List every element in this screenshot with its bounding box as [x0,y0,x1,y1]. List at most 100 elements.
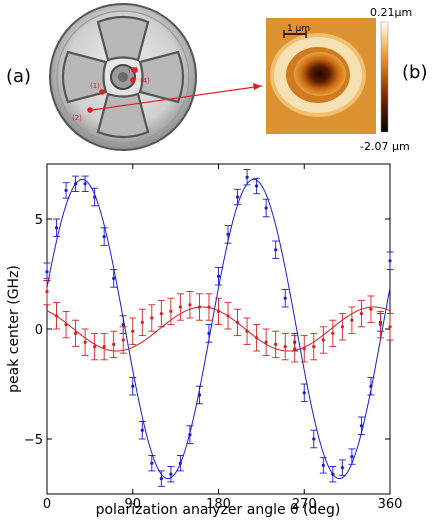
data-marker [350,455,354,459]
data-marker [159,477,163,481]
data-marker [83,182,87,186]
panel-a-label: (a) [6,66,31,87]
data-point [186,291,194,319]
data-marker [302,347,306,351]
afm-colorbar [380,21,389,133]
afm-colorbar-max: 0.21µm [370,6,412,19]
data-point [205,293,213,321]
data-point [386,251,394,271]
data-point [91,332,99,361]
data-point [195,385,203,405]
pointer-arrow [91,85,263,111]
data-marker [131,329,135,333]
x-tick-label: 0 [43,497,51,512]
data-marker [93,345,97,349]
data-point [91,187,99,207]
data-point [129,376,137,396]
data-point [338,459,346,476]
data-point [243,317,251,345]
data-point [100,227,108,246]
data-marker [197,393,202,397]
data-marker [359,312,364,316]
data-marker [140,320,144,324]
data-marker [112,276,116,280]
afm-colorbar-min: -2.07 µm [360,140,410,153]
data-marker [359,424,364,428]
y-tick-label: 0 [35,323,43,338]
data-point [253,177,261,195]
data-marker [73,182,78,186]
data-point [215,297,222,326]
data-marker [150,316,154,320]
data-marker [302,391,306,395]
data-marker [388,259,392,263]
marker-label-3: (3) [128,66,138,74]
data-marker [331,472,335,476]
data-point [81,175,89,192]
data-point [300,383,308,403]
plot-frame [46,163,391,495]
data-point [224,302,232,330]
data-marker [235,195,240,199]
data-marker [264,206,268,210]
data-marker [178,305,182,309]
data-point [195,293,203,321]
data-point [148,304,156,332]
data-point [176,293,184,321]
data-point [43,277,51,306]
x-axis: 0 90 180 270 360 [43,164,402,512]
data-point [119,326,127,354]
data-marker [321,338,325,342]
data-marker [197,305,202,309]
data-marker [45,290,49,294]
pointer-arrowhead [253,83,262,90]
data-point [72,175,80,192]
data-point [148,455,156,472]
plot: 0 90 180 270 360 −5 0 5 polarization analyzer … [6,163,402,518]
data-point [262,198,270,218]
data-point [62,182,70,199]
data-marker [388,325,392,329]
marker-dot-1 [99,89,105,95]
data-marker [331,331,335,335]
data-point [329,466,337,483]
data-marker [121,323,125,327]
data-point [329,319,337,348]
data-point [176,455,184,472]
series-0 [43,169,394,487]
x-tick-label: 90 [124,497,141,512]
data-marker [64,323,68,327]
data-marker [340,466,344,470]
data-point [262,328,270,356]
data-marker [283,296,287,300]
data-marker [293,347,297,351]
data-marker [169,309,173,313]
y-tick-label: −5 [24,433,43,448]
data-point [167,297,175,326]
marker-label-1: (1) [90,82,100,90]
data-point [281,288,289,308]
data-point [357,416,365,436]
marker-label-2: (2) [72,114,82,122]
marker-dot-2 [87,107,93,113]
data-point [310,429,318,449]
afm-scale-bar-label: 1 µm [287,24,310,34]
x-axis-label: polarization analyzer angle θ (deg) [96,502,341,518]
y-axis-label: peak center (GHz) [6,265,22,393]
data-point [348,306,356,334]
data-point [167,466,175,483]
data-marker [102,345,106,349]
marker-dot-4 [130,77,136,83]
data-point [319,457,327,474]
data-point [129,317,137,345]
data-point [205,324,213,343]
data-marker [131,384,135,388]
data-marker [226,232,230,236]
data-point [253,324,261,352]
data-marker [378,323,383,327]
data-marker [169,472,173,476]
data-marker [83,340,87,344]
data-marker [369,307,373,311]
data-marker [264,340,268,344]
